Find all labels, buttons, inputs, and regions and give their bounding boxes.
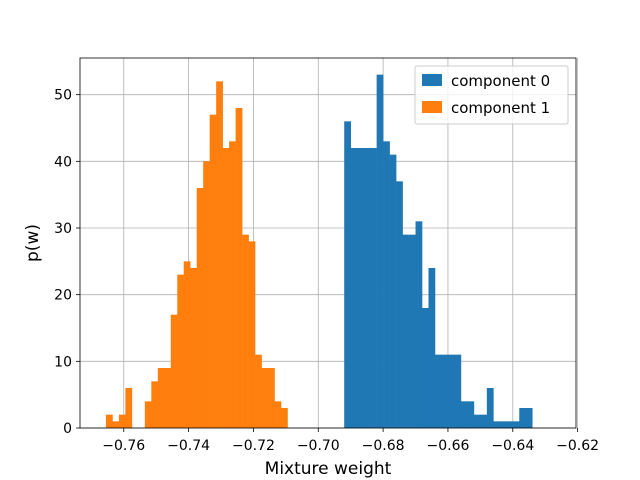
- y-tick-label: 10: [54, 354, 72, 370]
- bar-series-0: [434, 354, 442, 428]
- bar-series-1: [268, 368, 275, 428]
- x-tick-label: −0.72: [232, 438, 275, 454]
- bar-series-0: [357, 148, 364, 428]
- bar-series-1: [248, 241, 256, 428]
- bar-series-0: [454, 354, 462, 428]
- bar-series-1: [183, 261, 191, 428]
- legend-box: [414, 65, 569, 125]
- bar-series-0: [493, 421, 501, 428]
- bar-series-0: [344, 121, 351, 428]
- bar-series-0: [467, 401, 475, 428]
- bar-series-0: [480, 414, 488, 428]
- bar-series-1: [177, 274, 185, 428]
- x-tick-label: −0.74: [167, 438, 210, 454]
- x-tick-label: −0.66: [426, 438, 469, 454]
- bar-series-0: [486, 388, 494, 428]
- bar-series-0: [499, 421, 507, 428]
- bar-series-1: [105, 414, 113, 428]
- y-axis-ticks: 0 10 20 30 40 50: [54, 88, 80, 437]
- legend: component 0 component 1: [414, 65, 569, 125]
- bar-series-1: [112, 421, 120, 428]
- bar-series-0: [525, 408, 533, 428]
- bar-series-0: [428, 268, 436, 428]
- bar-series-0: [473, 414, 481, 428]
- bar-series-0: [441, 354, 449, 428]
- bar-series-0: [402, 234, 410, 428]
- bar-series-1: [125, 388, 133, 428]
- bar-series-0: [415, 221, 423, 428]
- y-tick-label: 50: [54, 88, 72, 104]
- series-0-bars: [344, 74, 533, 429]
- bar-series-1: [170, 314, 178, 428]
- bar-series-0: [409, 234, 416, 428]
- histogram-bars: [105, 74, 533, 429]
- bar-series-0: [422, 308, 429, 428]
- bar-series-1: [229, 141, 236, 429]
- bar-series-0: [350, 148, 358, 428]
- x-tick-label: −0.70: [297, 438, 340, 454]
- x-axis-label: Mixture weight: [265, 459, 392, 479]
- y-tick-label: 0: [63, 421, 72, 437]
- bar-series-1: [203, 161, 210, 429]
- bar-series-0: [506, 421, 514, 428]
- bar-series-1: [157, 368, 165, 428]
- bar-series-0: [460, 401, 468, 428]
- bar-series-1: [151, 381, 159, 428]
- bar-series-1: [242, 234, 249, 428]
- bar-series-1: [118, 414, 126, 428]
- bar-series-0: [519, 408, 527, 428]
- bar-series-0: [396, 181, 403, 428]
- y-axis-label: p(w): [23, 224, 43, 262]
- y-tick-label: 20: [54, 288, 72, 304]
- bar-series-1: [235, 108, 243, 428]
- series-1-bars: [105, 81, 288, 429]
- legend-swatch: [422, 74, 442, 86]
- x-tick-label: −0.76: [102, 438, 145, 454]
- bar-series-0: [363, 148, 371, 428]
- legend-label: component 0: [451, 72, 550, 90]
- bar-series-1: [196, 188, 204, 428]
- bar-series-0: [512, 421, 520, 428]
- bar-series-1: [255, 354, 262, 428]
- bar-series-1: [261, 368, 269, 428]
- bar-series-1: [190, 268, 198, 428]
- bar-series-1: [209, 114, 217, 429]
- legend-swatch: [422, 101, 442, 113]
- bar-series-1: [216, 81, 223, 428]
- legend-label: component 1: [451, 99, 550, 117]
- bar-series-0: [389, 154, 397, 428]
- y-tick-label: 40: [54, 154, 72, 170]
- bar-series-1: [164, 368, 172, 428]
- y-tick-label: 30: [54, 221, 72, 237]
- x-tick-label: −0.64: [491, 438, 534, 454]
- bar-series-1: [280, 408, 288, 428]
- bar-series-1: [274, 401, 282, 428]
- bar-series-1: [144, 401, 152, 428]
- x-tick-label: −0.68: [362, 438, 405, 454]
- bar-series-0: [447, 354, 455, 428]
- x-axis-ticks: −0.76 −0.74 −0.72 −0.70 −0.68 −0.66 −0.64 −0.62: [102, 428, 599, 454]
- bar-series-0: [383, 141, 390, 429]
- plot-frame: [79, 57, 577, 429]
- bar-series-0: [370, 148, 377, 428]
- bar-series-0: [376, 74, 384, 429]
- x-tick-label: −0.62: [556, 438, 599, 454]
- bar-series-1: [222, 148, 230, 428]
